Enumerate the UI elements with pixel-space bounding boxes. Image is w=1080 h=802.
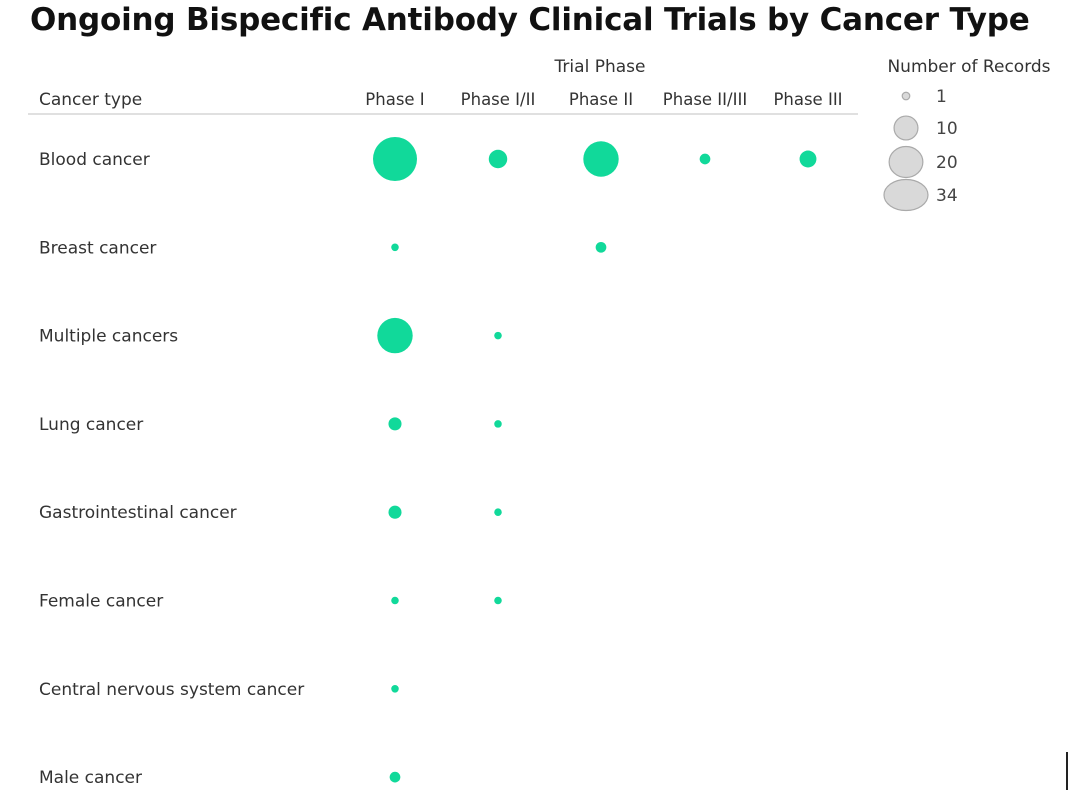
text-cursor <box>1066 752 1068 790</box>
column-header-phase-ii: Phase II <box>569 90 633 109</box>
legend-title: Number of Records <box>887 57 1050 77</box>
column-header-phase-i: Phase I <box>365 90 424 109</box>
column-header-phase-ii-iii: Phase II/III <box>663 90 747 109</box>
row-label-male-cancer: Male cancer <box>39 768 142 788</box>
bubble-blood-cancer-phase-i[interactable] <box>373 137 417 181</box>
bubble-breast-cancer-phase-ii[interactable] <box>595 241 607 253</box>
row-label-lung-cancer: Lung cancer <box>39 415 143 435</box>
row-label-female-cancer: Female cancer <box>39 592 163 612</box>
legend-symbol-20 <box>888 145 924 179</box>
row-label-central-nervous-system-cancer: Central nervous system cancer <box>39 680 304 700</box>
chart-title: Ongoing Bispecific Antibody Clinical Tri… <box>30 2 1030 38</box>
bubble-breast-cancer-phase-i[interactable] <box>391 243 399 252</box>
bubble-blood-cancer-phase-ii[interactable] <box>583 141 619 177</box>
legend-symbol-10 <box>893 115 919 141</box>
bubble-lung-cancer-phase-i-ii[interactable] <box>494 420 502 428</box>
bubble-gastrointestinal-cancer-phase-i-ii[interactable] <box>494 508 502 516</box>
bubble-female-cancer-phase-i[interactable] <box>391 596 399 605</box>
bubble-blood-cancer-phase-iii[interactable] <box>799 150 817 168</box>
size-legend: Number of Records 1 10 20 34 <box>883 57 1051 212</box>
row-label-breast-cancer: Breast cancer <box>39 238 156 258</box>
row-label-gastrointestinal-cancer: Gastrointestinal cancer <box>39 503 237 523</box>
bubble-blood-cancer-phase-i-ii[interactable] <box>488 149 508 169</box>
bubble-multiple-cancers-phase-i-ii[interactable] <box>494 331 502 340</box>
column-header-phase-iii: Phase III <box>773 90 842 109</box>
bubble-lung-cancer-phase-i[interactable] <box>388 417 402 431</box>
legend-label-1: 1 <box>936 87 947 107</box>
bubble-male-cancer-phase-i[interactable] <box>389 771 401 783</box>
bubble-multiple-cancers-phase-i[interactable] <box>377 317 413 354</box>
bubble-female-cancer-phase-i-ii[interactable] <box>494 596 502 605</box>
row-label-multiple-cancers: Multiple cancers <box>39 327 178 347</box>
legend-symbol-1 <box>901 91 911 101</box>
legend-symbol-34 <box>883 178 929 212</box>
column-group-label: Trial Phase <box>554 57 646 77</box>
bubble-gastrointestinal-cancer-phase-i[interactable] <box>388 505 402 519</box>
column-header-phase-i-ii: Phase I/II <box>461 90 536 109</box>
legend-label-34: 34 <box>936 186 958 206</box>
row-labels: Blood cancer Breast cancer Multiple cancer… <box>39 150 304 788</box>
bubble-central-nervous-system-cancer-phase-i[interactable] <box>391 685 399 693</box>
legend-label-10: 10 <box>936 119 958 139</box>
bubble-blood-cancer-phase-ii-iii[interactable] <box>699 153 711 165</box>
legend-label-20: 20 <box>936 153 958 173</box>
column-headers: Phase I Phase I/II Phase II Phase II/III Pha… <box>365 90 842 109</box>
row-label-blood-cancer: Blood cancer <box>39 150 150 170</box>
row-header-label: Cancer type <box>39 90 142 110</box>
data-marks <box>373 137 817 783</box>
